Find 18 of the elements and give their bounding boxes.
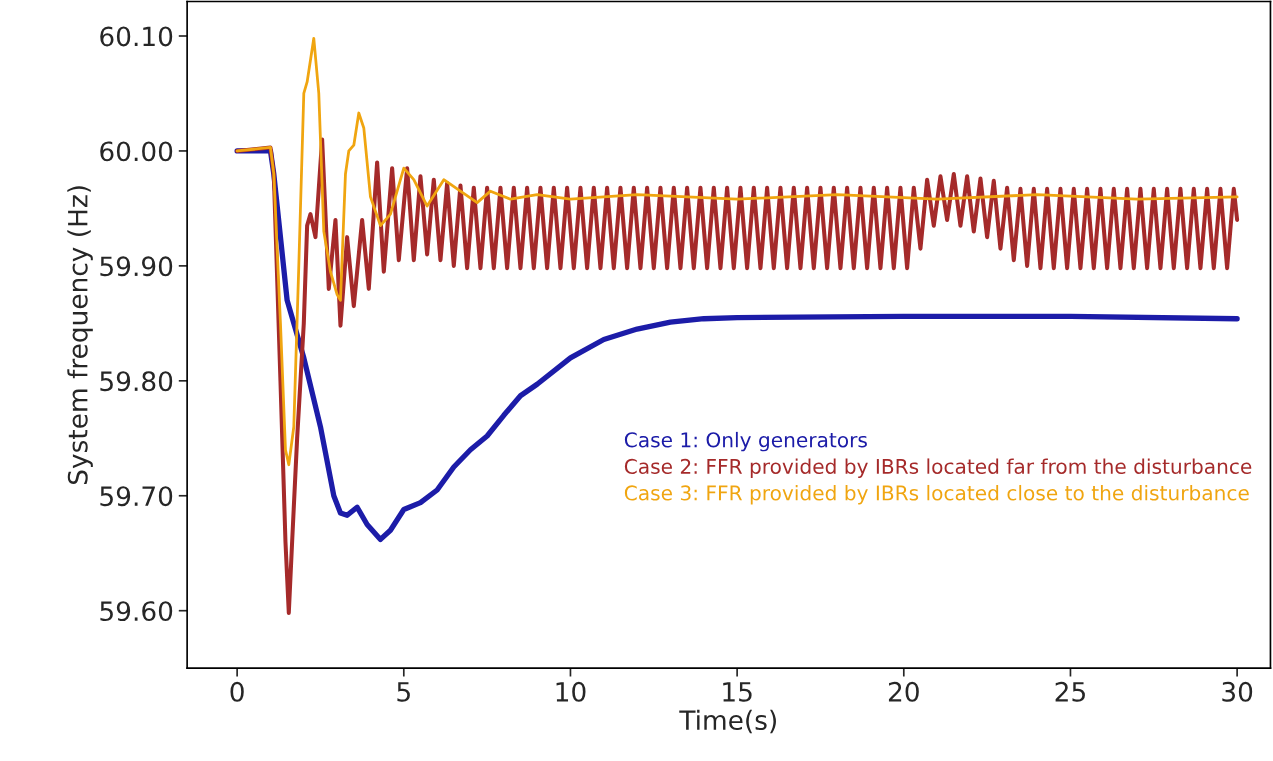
y-tick-label: 59.90 <box>100 256 173 277</box>
text: Case 2: FFR provided by IBRs located far from the disturbance <box>624 458 1252 478</box>
x-tick-label: 10 <box>556 681 586 702</box>
text: Case 3: FFR provided by IBRs located close to the disturbance <box>624 484 1249 505</box>
x-tick-label: 15 <box>723 682 752 702</box>
y-axis-title: System frequency (Hz) <box>67 186 93 485</box>
x-tick-label: 20 <box>888 681 919 702</box>
y-tick-label: 59.70 <box>100 486 173 507</box>
x-tick-label: 25 <box>1055 681 1085 702</box>
y-tick-label: 60.00 <box>100 141 173 162</box>
x-tick-label: 30 <box>1222 681 1253 702</box>
y-tick-label: 59.60 <box>100 601 173 622</box>
text: Case 1: Only generators <box>624 431 867 452</box>
x-tick-label: 5 <box>397 682 410 702</box>
y-tick-label: 59.80 <box>100 371 173 392</box>
x-axis-title: Time(s) <box>679 709 776 734</box>
x-tick-label: 0 <box>230 681 244 702</box>
y-tick-label: 60.10 <box>100 26 173 47</box>
